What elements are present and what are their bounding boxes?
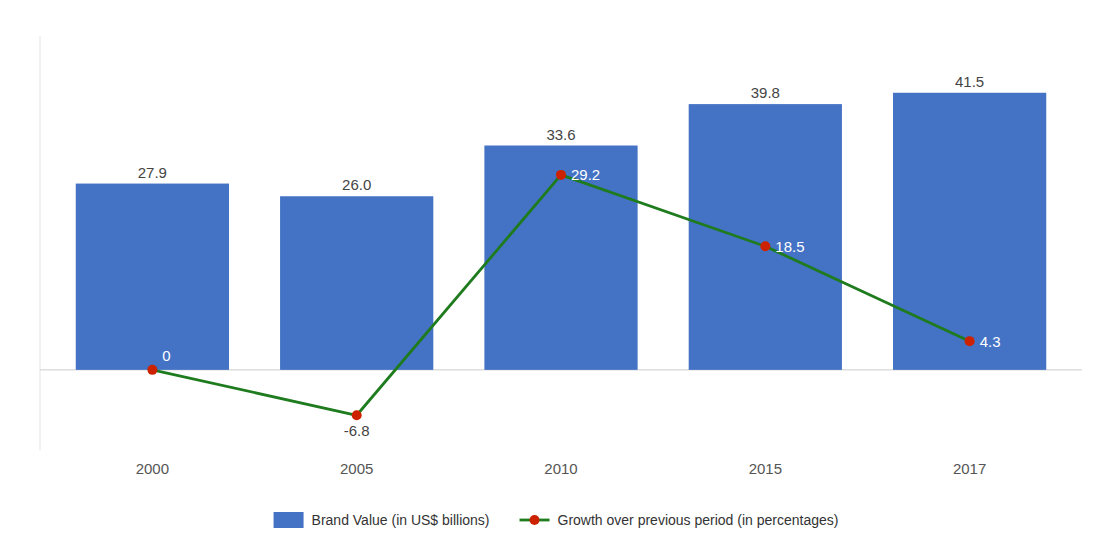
x-tick-label: 2005 xyxy=(340,460,373,477)
legend-item: Brand Value (in US$ billions) xyxy=(274,512,490,528)
bar-label: 27.9 xyxy=(138,164,167,181)
bar-label: 33.6 xyxy=(546,126,575,143)
growth-label: 29.2 xyxy=(571,166,600,183)
legend-label: Growth over previous period (in percenta… xyxy=(558,512,839,528)
background xyxy=(0,0,1112,550)
value-axis-line xyxy=(40,36,41,450)
x-tick-label: 2015 xyxy=(749,460,782,477)
growth-marker xyxy=(352,410,362,420)
legend-item: Growth over previous period (in percenta… xyxy=(520,512,839,528)
growth-marker xyxy=(556,170,566,180)
legend-label: Brand Value (in US$ billions) xyxy=(312,512,490,528)
growth-marker xyxy=(760,241,770,251)
bar-label: 26.0 xyxy=(342,176,371,193)
legend-swatch xyxy=(274,512,304,528)
bar-label: 39.8 xyxy=(751,84,780,101)
x-tick-label: 2000 xyxy=(136,460,169,477)
bar xyxy=(893,93,1046,370)
growth-label: 4.3 xyxy=(980,333,1001,350)
growth-label: -6.8 xyxy=(344,422,370,439)
bar xyxy=(280,196,433,370)
x-tick-label: 2017 xyxy=(953,460,986,477)
bar xyxy=(689,104,842,370)
growth-label: 0 xyxy=(162,347,170,364)
x-tick-label: 2010 xyxy=(544,460,577,477)
labels: 27.9 26.0 33.6 39.8 41.5 0 -6.8 29.2 18.5 4.3 xyxy=(138,73,1001,440)
bar xyxy=(484,146,637,370)
growth-marker xyxy=(965,336,975,346)
plot-area xyxy=(76,93,1046,421)
legend-marker xyxy=(530,515,540,525)
growth-line xyxy=(152,175,969,415)
bar xyxy=(76,184,229,370)
growth-label: 18.5 xyxy=(775,238,804,255)
bar-label: 41.5 xyxy=(955,73,984,90)
legend: Brand Value (in US$ billions) Growth over… xyxy=(274,512,839,528)
chart: 27.9 26.0 33.6 39.8 41.5 0 -6.8 29.2 18.5 4.3 2000… xyxy=(0,0,1112,550)
growth-marker xyxy=(147,365,157,375)
